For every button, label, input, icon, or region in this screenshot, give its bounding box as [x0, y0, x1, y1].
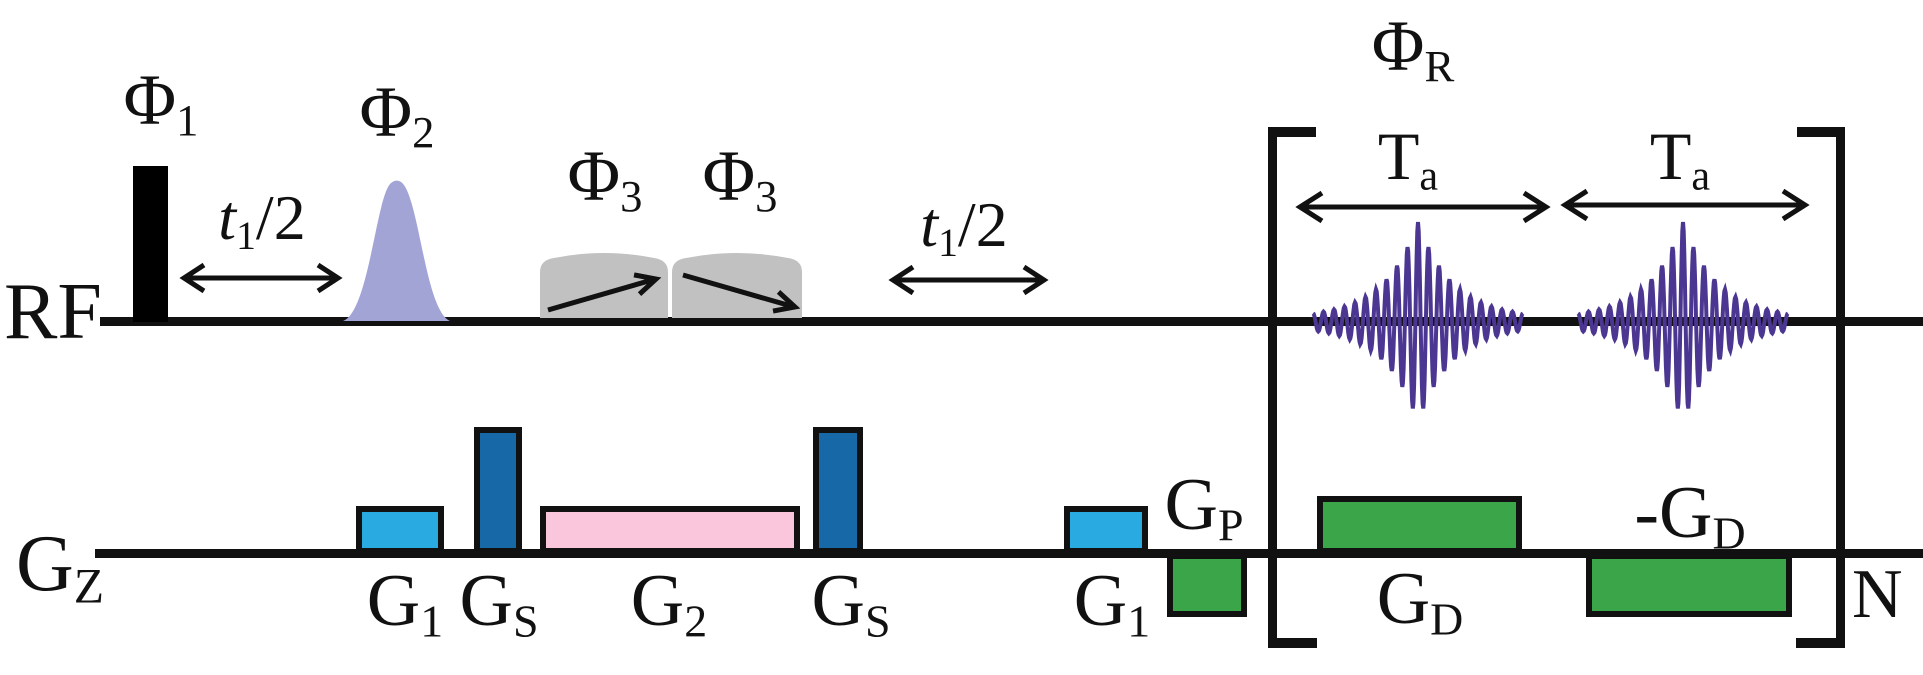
ta-arrow-1 — [1295, 190, 1551, 224]
hard-pulse-bar — [133, 166, 168, 322]
gaussian-pulse — [343, 180, 450, 321]
gradient-gs-second — [813, 427, 863, 554]
gp-label: GP — [1164, 464, 1244, 551]
echo-signal-1 — [1311, 221, 1525, 409]
rf-baseline — [100, 317, 1923, 326]
ta-label-2: Ta — [1649, 118, 1711, 200]
gd-negative-label: -GD — [1634, 472, 1746, 559]
echo-signal-2 — [1576, 221, 1790, 409]
phi1-label: Φ1 — [123, 60, 199, 146]
gz-axis-label: GZ — [16, 520, 105, 614]
gradient-g2 — [540, 506, 800, 554]
ta-arrow-2 — [1560, 188, 1810, 222]
g2-label: G2 — [630, 560, 708, 647]
phi3-label-1: Φ3 — [567, 136, 643, 222]
g1-label-first: G1 — [366, 560, 444, 647]
phi2-label: Φ2 — [359, 72, 435, 158]
gs-label-first: GS — [459, 560, 539, 647]
loop-count-label: N — [1852, 556, 1903, 633]
sweep-arrowhead-icon — [772, 290, 801, 314]
adiabatic-pulse-up-sweep — [540, 253, 668, 318]
t1-delay-label-1: t1/2 — [218, 182, 306, 258]
gz-baseline — [95, 549, 1923, 558]
ta-label-1: Ta — [1377, 118, 1439, 200]
t1-delay-arrow-2 — [888, 264, 1049, 296]
gradient-gd-readout — [1317, 496, 1522, 554]
rf-axis-label: RF — [4, 268, 102, 356]
gs-label-second: GS — [811, 560, 891, 647]
adiabatic-pulse-down-sweep — [672, 253, 802, 318]
gradient-g1-second — [1064, 506, 1148, 554]
t1-delay-label-2: t1/2 — [920, 189, 1008, 265]
gradient-gp-negative-lobe — [1167, 553, 1247, 617]
g1-label-second: G1 — [1073, 560, 1151, 647]
sweep-arrowhead-icon — [633, 272, 662, 296]
gradient-gd-negative-readout — [1586, 553, 1792, 617]
gradient-gs-first — [474, 427, 522, 554]
t1-delay-arrow-1 — [179, 262, 343, 294]
gd-label: GD — [1376, 558, 1464, 645]
gradient-g1-first — [356, 506, 444, 554]
receiver-phase-label: ΦR — [1371, 6, 1455, 92]
phi3-label-2: Φ3 — [702, 136, 778, 222]
